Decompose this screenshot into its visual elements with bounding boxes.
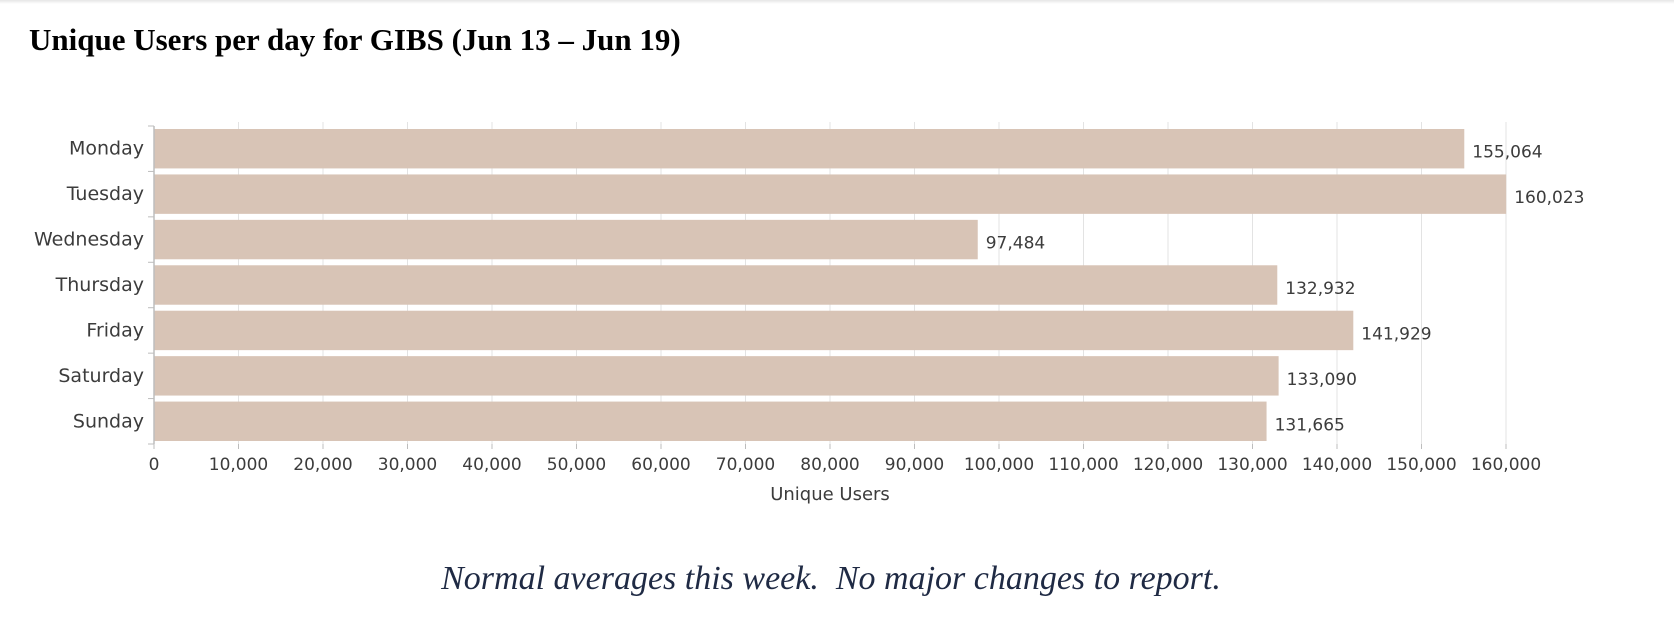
x-tick-label: 60,000 [631, 455, 690, 475]
bar-tuesday [154, 174, 1507, 214]
labels: 0 10,000 20,000 30,000 40,000 50,000 60,000 70,… [34, 138, 1585, 505]
x-tick-label: 130,000 [1217, 455, 1287, 475]
x-tick-label: 140,000 [1302, 455, 1372, 475]
x-tick-label: 120,000 [1133, 455, 1203, 475]
value-label: 133,090 [1287, 370, 1357, 390]
value-label: 160,023 [1514, 188, 1584, 208]
x-tick-label: 10,000 [209, 455, 268, 475]
category-label: Monday [69, 138, 144, 160]
x-tick-label: 40,000 [462, 455, 521, 475]
x-tick-label: 80,000 [800, 455, 859, 475]
category-label: Thursday [55, 274, 144, 296]
bar-saturday [154, 356, 1279, 396]
x-tick-label: 30,000 [378, 455, 437, 475]
x-axis-title: Unique Users [770, 484, 890, 505]
x-tick-label: 100,000 [964, 455, 1034, 475]
bar-friday [154, 310, 1354, 351]
category-label: Sunday [73, 410, 144, 432]
value-label: 97,484 [986, 234, 1045, 254]
bar-wednesday [154, 219, 978, 260]
summary-caption-text: Normal averages this week. No major chan… [441, 560, 1221, 597]
category-label: Friday [86, 319, 144, 341]
summary-caption: Normal averages this week. No major chan… [0, 560, 1674, 598]
bar-chart: 0 10,000 20,000 30,000 40,000 50,000 60,000 70,… [34, 122, 1585, 505]
bar-sunday [154, 401, 1267, 441]
value-label: 141,929 [1361, 324, 1431, 344]
x-tick-label: 90,000 [885, 455, 944, 475]
category-label: Saturday [58, 365, 144, 387]
category-label: Wednesday [34, 229, 144, 251]
x-tick-label: 0 [149, 455, 160, 475]
bar-monday [154, 129, 1465, 169]
page-title: Unique Users per day for GIBS (Jun 13 – … [29, 22, 681, 57]
x-tick-label: 50,000 [547, 455, 606, 475]
x-tick-label: 20,000 [293, 455, 352, 475]
bars [154, 129, 1507, 441]
top-divider [0, 0, 1674, 4]
x-tick-label: 150,000 [1386, 455, 1456, 475]
bar-thursday [154, 265, 1278, 305]
value-label: 132,932 [1285, 279, 1355, 299]
category-label: Tuesday [66, 183, 144, 205]
x-tick-label: 70,000 [716, 455, 775, 475]
value-label: 131,665 [1275, 415, 1345, 435]
x-tick-label: 110,000 [1048, 455, 1118, 475]
value-label: 155,064 [1472, 143, 1542, 163]
x-tick-label: 160,000 [1471, 455, 1541, 475]
axes [148, 125, 1507, 449]
